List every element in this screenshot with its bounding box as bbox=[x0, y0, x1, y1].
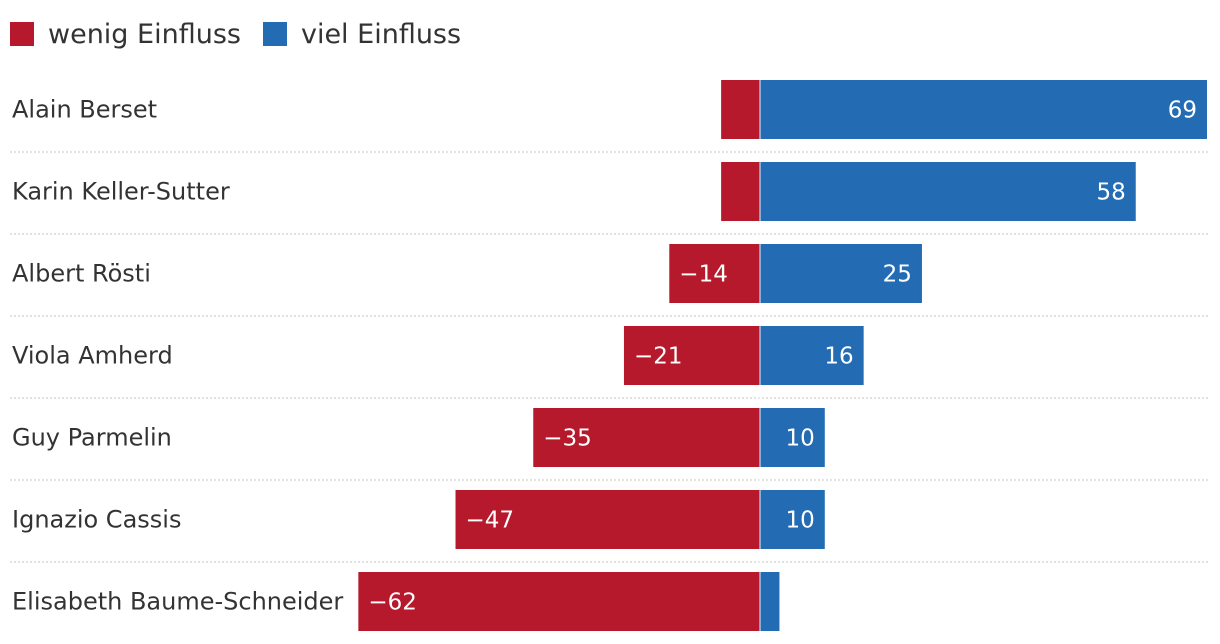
category-label: Karin Keller-Sutter bbox=[12, 178, 230, 206]
data-label-wenig: −47 bbox=[466, 508, 515, 534]
bar-viel-einfluss bbox=[760, 162, 1136, 221]
legend-item-viel: viel Einfluss bbox=[262, 18, 462, 50]
bar-wenig-einfluss bbox=[721, 80, 760, 139]
bar-wenig-einfluss bbox=[455, 490, 760, 549]
data-label-viel: 58 bbox=[1096, 180, 1125, 206]
data-label-viel: 10 bbox=[786, 508, 815, 534]
legend-swatch-viel bbox=[262, 22, 287, 46]
data-label-wenig: −62 bbox=[368, 590, 417, 616]
bar-wenig-einfluss bbox=[669, 244, 760, 303]
data-label-viel: 25 bbox=[883, 262, 912, 288]
data-label-viel: 10 bbox=[786, 426, 815, 452]
legend-label-viel: viel Einfluss bbox=[300, 18, 462, 50]
category-label: Guy Parmelin bbox=[12, 424, 172, 452]
chart-legend: wenig Einfluss viel Einfluss bbox=[10, 16, 483, 52]
category-label: Viola Amherd bbox=[12, 342, 173, 370]
legend-swatch-wenig bbox=[10, 22, 34, 46]
legend-label-wenig: wenig Einfluss bbox=[48, 18, 241, 50]
data-label-wenig: −21 bbox=[634, 344, 683, 370]
category-label: Ignazio Cassis bbox=[12, 506, 181, 534]
bar-wenig-einfluss bbox=[721, 162, 760, 221]
data-label-wenig: −35 bbox=[543, 426, 592, 452]
bar-viel-einfluss bbox=[760, 572, 780, 631]
data-label-wenig: −14 bbox=[679, 262, 728, 288]
bar-wenig-einfluss bbox=[358, 572, 760, 631]
data-label-viel: 16 bbox=[824, 344, 853, 370]
bar-viel-einfluss bbox=[760, 80, 1207, 139]
bar-viel-einfluss bbox=[760, 244, 922, 303]
category-label: Elisabeth Baume-Schneider bbox=[12, 588, 343, 616]
bar-viel-einfluss bbox=[760, 408, 825, 467]
bar-wenig-einfluss bbox=[623, 326, 760, 385]
bar-viel-einfluss bbox=[760, 490, 825, 549]
category-label: Alain Berset bbox=[12, 96, 157, 124]
bar-wenig-einfluss bbox=[533, 408, 760, 467]
legend-item-wenig: wenig Einfluss bbox=[10, 19, 241, 50]
data-label-viel: 69 bbox=[1168, 98, 1197, 124]
bar-viel-einfluss bbox=[760, 326, 864, 385]
category-label: Albert Rösti bbox=[12, 260, 151, 288]
